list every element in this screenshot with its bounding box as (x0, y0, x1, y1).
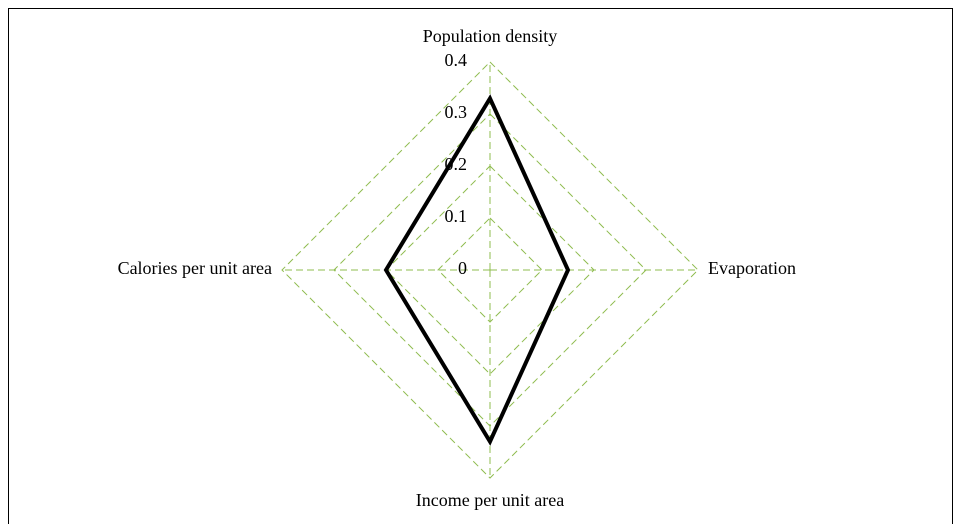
r-tick-label: 0.4 (445, 50, 468, 70)
category-label: Population density (423, 26, 558, 46)
category-label: Calories per unit area (118, 258, 272, 278)
category-label: Income per unit area (416, 490, 564, 510)
grid-ring (281, 61, 699, 479)
r-tick-label: 0.3 (445, 102, 468, 122)
chart-frame (8, 8, 953, 524)
grid-ring (385, 165, 595, 375)
grid-ring (437, 217, 543, 323)
r-tick-label: 0.2 (445, 154, 468, 174)
series-line (383, 94, 571, 446)
category-label: Evaporation (708, 258, 796, 278)
r-tick-label: 0.1 (445, 206, 468, 226)
r-tick-label: 0 (458, 258, 467, 278)
